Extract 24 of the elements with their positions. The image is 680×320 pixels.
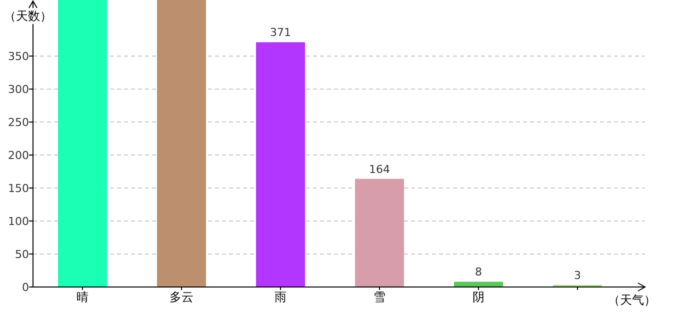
x-tick-label: 阴 [472, 290, 484, 304]
x-axis-title: （天气） [608, 293, 656, 307]
bar [256, 42, 305, 287]
y-tick-label: 50 [15, 248, 29, 262]
y-tick-label: 250 [8, 116, 29, 130]
bar [58, 0, 107, 287]
y-tick-label: 350 [8, 50, 29, 64]
x-tick-label: 雪 [374, 290, 386, 304]
data-label: 164 [369, 162, 390, 176]
data-label: 8 [475, 266, 482, 279]
data-label: 371 [270, 26, 291, 40]
y-tick-label: 100 [8, 215, 29, 228]
bar [355, 178, 404, 287]
x-tick-label: 多云 [170, 290, 194, 304]
bar [157, 0, 206, 287]
y-tick-label: 150 [8, 182, 29, 196]
y-tick-label: 300 [8, 83, 29, 96]
y-axis-title: （天数） [4, 9, 52, 23]
x-tick-label: 雨 [274, 290, 286, 304]
data-label: 3 [574, 269, 581, 282]
x-tick-label: 晴 [76, 290, 88, 304]
y-tick-label: 200 [8, 149, 29, 162]
bar [454, 282, 503, 287]
y-tick-label: 0 [22, 281, 29, 294]
